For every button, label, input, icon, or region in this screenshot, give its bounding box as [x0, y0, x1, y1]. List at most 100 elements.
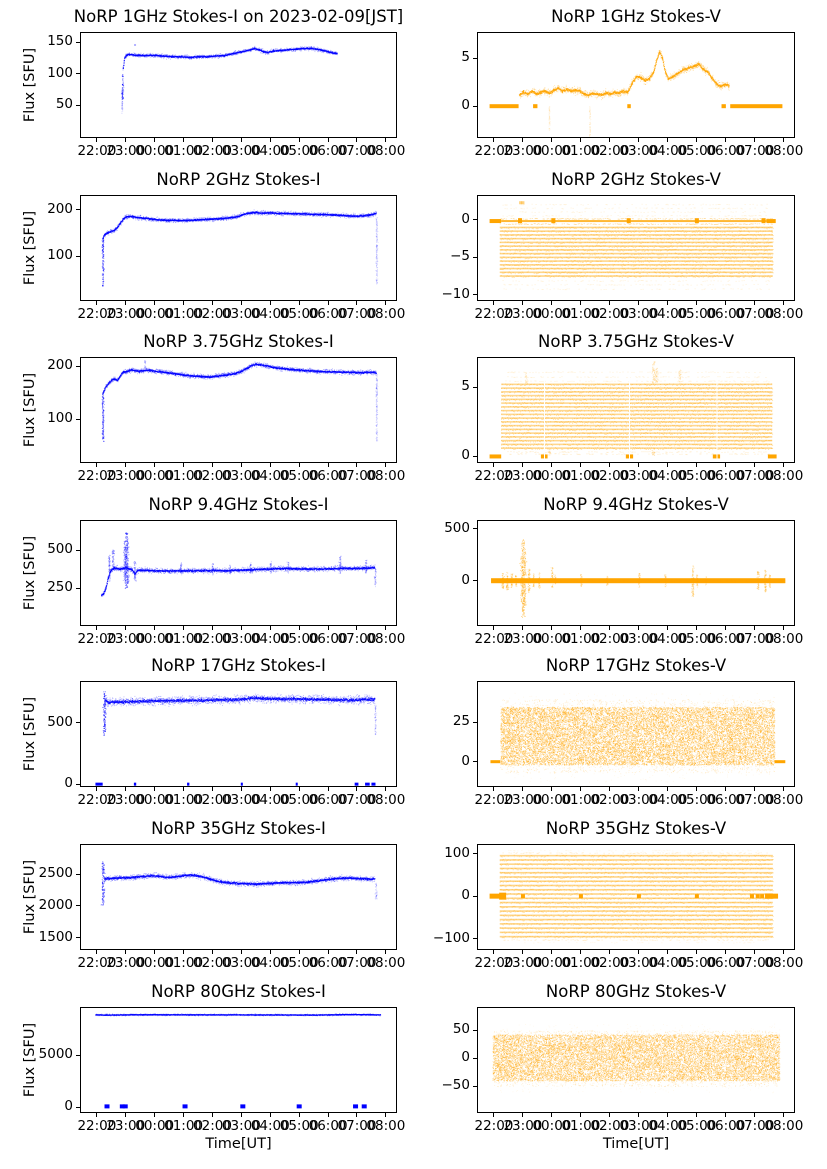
x-tick-label: 03:00	[221, 792, 261, 808]
subplot-norp-3-75ghz-stokes-i-title-wrap: NoRP 3.75GHz Stokes-I	[81, 331, 396, 353]
x-tick-label: 02:00	[590, 143, 630, 159]
y-tick-label: 25	[452, 713, 470, 730]
y-tick-mark	[473, 1057, 477, 1059]
x-tick-mark	[783, 463, 785, 467]
y-tick-label: 250	[47, 579, 73, 596]
y-tick-mark	[76, 209, 80, 211]
x-tick-mark	[125, 787, 127, 791]
x-tick-mark	[725, 626, 727, 630]
x-tick-label: 01:00	[561, 631, 601, 647]
x-tick-mark	[493, 787, 495, 791]
x-tick-mark	[638, 138, 640, 142]
x-tick-mark	[96, 1113, 98, 1117]
y-tick-mark	[76, 104, 80, 106]
x-tick-label: 07:00	[337, 955, 377, 971]
x-tick-label: 01:00	[164, 1118, 204, 1134]
x-tick-label: 05:00	[677, 955, 717, 971]
y-axis-label: Flux [SFU]	[22, 210, 38, 286]
x-tick-label: 08:00	[764, 306, 804, 322]
chart-title: NoRP 1GHz Stokes-I on 2023-02-09[JST]	[73, 7, 404, 26]
x-tick-label: 00:00	[532, 143, 572, 159]
y-tick-label: 100	[47, 64, 73, 81]
x-tick-mark	[696, 463, 698, 467]
x-tick-label: 08:00	[366, 792, 406, 808]
x-tick-mark	[609, 463, 611, 467]
y-tick-mark	[473, 256, 477, 258]
x-tick-mark	[638, 950, 640, 954]
x-tick-label: 06:00	[706, 306, 746, 322]
x-tick-label: 04:00	[250, 631, 290, 647]
x-tick-mark	[211, 950, 213, 954]
x-tick-mark	[240, 138, 242, 142]
x-tick-label: 03:00	[619, 468, 659, 484]
x-tick-label: 23:00	[106, 955, 146, 971]
x-tick-mark	[754, 787, 756, 791]
plot-canvas	[478, 682, 794, 786]
subplot-norp-2ghz-stokes-v-title-wrap: NoRP 2GHz Stokes-V	[478, 169, 794, 191]
x-tick-mark	[667, 787, 669, 791]
y-tick-label: 50	[55, 96, 73, 113]
subplot-norp-35ghz-stokes-v-title-wrap: NoRP 35GHz Stokes-V	[478, 818, 794, 840]
x-tick-mark	[183, 301, 185, 305]
x-tick-mark	[551, 138, 553, 142]
x-tick-label: 08:00	[366, 468, 406, 484]
x-tick-label: 07:00	[337, 143, 377, 159]
x-tick-mark	[696, 1113, 698, 1117]
x-tick-mark	[783, 1113, 785, 1117]
x-tick-label: 00:00	[135, 792, 175, 808]
x-tick-mark	[580, 1113, 582, 1117]
x-tick-mark	[696, 950, 698, 954]
y-axis-label: Flux [SFU]	[22, 1022, 38, 1098]
chart-title: NoRP 1GHz Stokes-V	[551, 7, 721, 26]
y-tick-label: 0	[64, 775, 73, 792]
x-tick-label: 02:00	[590, 468, 630, 484]
x-tick-mark	[725, 1113, 727, 1117]
x-tick-mark	[327, 626, 329, 630]
x-tick-label: 22:00	[474, 306, 514, 322]
y-tick-mark	[473, 580, 477, 582]
chart-title: NoRP 2GHz Stokes-V	[551, 170, 721, 189]
x-tick-label: 08:00	[764, 1118, 804, 1134]
x-tick-label: 23:00	[106, 306, 146, 322]
x-tick-mark	[551, 626, 553, 630]
y-tick-label: 500	[444, 519, 470, 536]
x-tick-label: 02:00	[590, 306, 630, 322]
x-tick-mark	[211, 787, 213, 791]
x-tick-label: 04:00	[250, 468, 290, 484]
y-axis-label: Flux [SFU]	[22, 535, 38, 611]
y-tick-label: 0	[461, 1049, 470, 1066]
x-tick-mark	[493, 1113, 495, 1117]
x-tick-mark	[211, 301, 213, 305]
y-tick-mark	[473, 938, 477, 940]
plot-canvas	[81, 196, 396, 300]
x-tick-mark	[269, 950, 271, 954]
x-tick-mark	[385, 787, 387, 791]
x-tick-label: 22:00	[474, 955, 514, 971]
subplot-norp-17ghz-stokes-v-axes	[477, 681, 795, 787]
x-tick-mark	[609, 138, 611, 142]
y-tick-mark	[76, 41, 80, 43]
x-tick-label: 04:00	[648, 1118, 688, 1134]
y-tick-mark	[76, 549, 80, 551]
x-tick-label: 01:00	[561, 955, 601, 971]
x-tick-mark	[183, 463, 185, 467]
plot-canvas	[81, 358, 396, 462]
y-tick-label: 5	[461, 378, 470, 395]
x-tick-mark	[125, 138, 127, 142]
x-tick-label: 22:00	[77, 792, 117, 808]
x-tick-mark	[211, 1113, 213, 1117]
chart-title: NoRP 17GHz Stokes-V	[545, 656, 727, 675]
x-tick-mark	[783, 138, 785, 142]
x-tick-label: 05:00	[279, 792, 319, 808]
x-tick-label: 22:00	[474, 631, 514, 647]
x-tick-label: 06:00	[706, 1118, 746, 1134]
x-tick-mark	[356, 301, 358, 305]
x-tick-label: 07:00	[337, 306, 377, 322]
x-tick-label: 07:00	[735, 631, 775, 647]
x-tick-mark	[522, 626, 524, 630]
x-tick-mark	[696, 138, 698, 142]
x-tick-label: 00:00	[532, 631, 572, 647]
y-tick-mark	[76, 255, 80, 257]
x-tick-label: 07:00	[735, 143, 775, 159]
x-tick-mark	[580, 138, 582, 142]
